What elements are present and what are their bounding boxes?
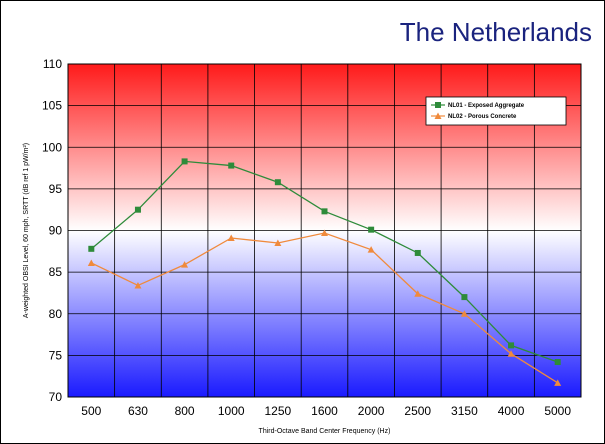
legend: NL01 - Exposed Aggregate NL02 - Porous Co… bbox=[425, 96, 567, 126]
legend-box bbox=[425, 96, 567, 126]
x-tick-label: 3150 bbox=[451, 404, 478, 418]
x-tick-label: 1250 bbox=[265, 404, 292, 418]
data-point-marker bbox=[227, 234, 235, 241]
y-tick-label: 95 bbox=[49, 182, 63, 196]
legend-label: NL02 - Porous Concrete bbox=[448, 114, 517, 120]
data-point-marker bbox=[435, 102, 441, 108]
data-point-marker bbox=[507, 350, 515, 357]
series-layer bbox=[87, 158, 562, 386]
axes: 70 75 80 85 90 95 100 105 110 500 630 800 1000 1250 16… bbox=[23, 57, 571, 435]
series-2 bbox=[87, 229, 562, 386]
data-point-marker bbox=[508, 342, 515, 349]
data-point-marker bbox=[461, 294, 468, 301]
x-tick-label: 2000 bbox=[358, 404, 385, 418]
data-point-marker bbox=[414, 290, 422, 297]
x-tick-label: 4000 bbox=[498, 404, 525, 418]
x-tick-label: 2500 bbox=[404, 404, 431, 418]
y-tick-label: 110 bbox=[43, 57, 62, 71]
data-point-marker bbox=[367, 246, 375, 253]
data-point-marker bbox=[134, 206, 141, 213]
legend-item-2: NL02 - Porous Concrete bbox=[431, 112, 517, 120]
legend-label: NL01 - Exposed Aggregate bbox=[448, 103, 525, 109]
x-tick-label: 1000 bbox=[218, 404, 245, 418]
data-point-marker bbox=[321, 208, 328, 215]
legend-item-1: NL01 - Exposed Aggregate bbox=[431, 102, 525, 109]
data-point-marker bbox=[414, 249, 421, 256]
data-point-marker bbox=[274, 239, 282, 246]
x-tick-label: 5000 bbox=[544, 404, 571, 418]
y-tick-label: 80 bbox=[49, 307, 63, 321]
data-point-marker bbox=[434, 112, 442, 119]
x-tick-label: 500 bbox=[81, 404, 101, 418]
data-point-marker bbox=[274, 179, 281, 186]
y-tick-label: 85 bbox=[49, 265, 63, 279]
y-tick-label: 90 bbox=[49, 224, 63, 238]
x-tick-label: 630 bbox=[128, 404, 148, 418]
data-point-marker bbox=[554, 379, 562, 386]
y-tick-label: 105 bbox=[42, 99, 62, 113]
x-axis-title: Third-Octave Band Center Frequency (Hz) bbox=[259, 428, 391, 435]
series-1 bbox=[88, 158, 561, 366]
x-tick-label: 1600 bbox=[311, 404, 338, 418]
x-tick-label: 800 bbox=[175, 404, 195, 418]
data-point-marker bbox=[87, 259, 95, 266]
y-tick-label: 70 bbox=[49, 390, 63, 404]
y-axis-title: A-weighted OBSI Level, 60 mph, SRTT (dB … bbox=[23, 143, 30, 318]
data-point-marker bbox=[368, 226, 375, 233]
data-point-marker bbox=[88, 245, 95, 252]
data-point-marker bbox=[228, 162, 235, 169]
y-tick-label: 75 bbox=[49, 348, 63, 362]
data-point-marker bbox=[134, 281, 142, 289]
data-point-marker bbox=[321, 229, 328, 236]
data-point-marker bbox=[554, 359, 561, 366]
data-point-marker bbox=[460, 310, 468, 317]
country-title: The Netherlands bbox=[399, 17, 592, 47]
data-point-marker bbox=[181, 158, 188, 165]
data-point-marker bbox=[181, 261, 189, 268]
y-tick-label: 100 bbox=[42, 140, 62, 154]
